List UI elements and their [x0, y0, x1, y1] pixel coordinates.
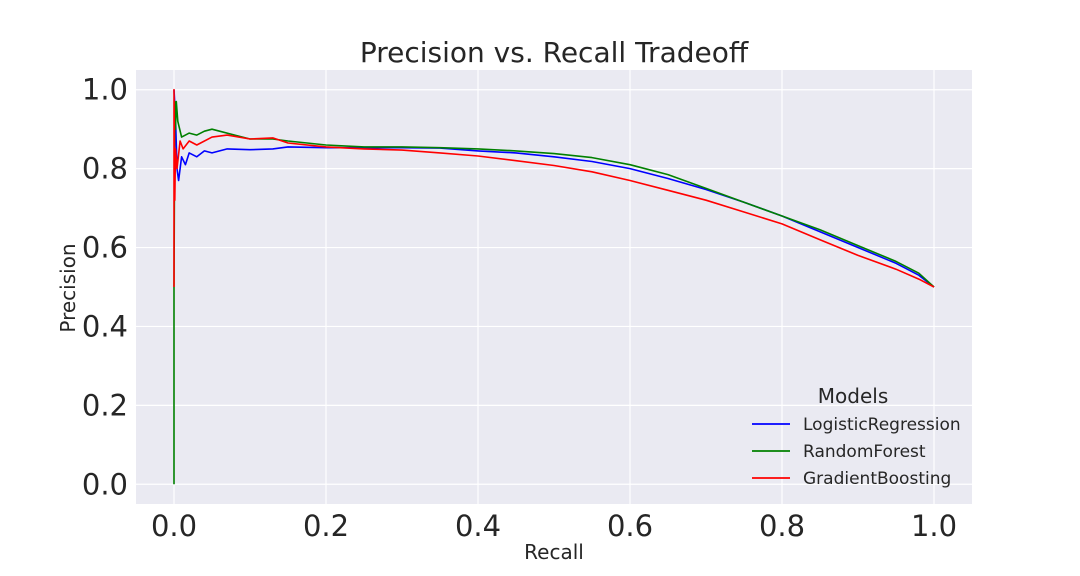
- x-tick-label: 0.4: [455, 509, 501, 543]
- x-tick-label: 0.8: [759, 509, 805, 543]
- series-line-randomforest: [173, 100, 935, 485]
- plot-area: [136, 70, 972, 504]
- legend-label: LogisticRegression: [803, 415, 961, 435]
- y-tick-label: 0.2: [82, 388, 128, 422]
- y-axis-label: Precision: [56, 243, 80, 332]
- y-tick-label: 1.0: [82, 73, 128, 107]
- series-line-gradientboosting: [173, 88, 935, 288]
- legend: Models LogisticRegression RandomForest Gra…: [752, 384, 961, 489]
- x-tick-label: 1.0: [911, 509, 957, 543]
- x-tick-label: 0.6: [607, 509, 653, 543]
- legend-label: GradientBoosting: [803, 469, 951, 489]
- x-ticks: 0.0 0.2 0.4 0.6 0.8 1.0: [151, 509, 957, 543]
- y-tick-label: 0.8: [82, 152, 128, 186]
- y-tick-label: 0.4: [82, 309, 128, 343]
- x-tick-label: 0.2: [303, 509, 349, 543]
- series-layer: [173, 88, 935, 485]
- y-tick-label: 0.6: [82, 231, 128, 265]
- x-axis-label: Recall: [524, 540, 584, 564]
- legend-label: RandomForest: [803, 442, 926, 462]
- x-tick-label: 0.0: [151, 509, 197, 543]
- legend-title: Models: [818, 384, 888, 408]
- y-ticks: 0.0 0.2 0.4 0.6 0.8 1.0: [82, 73, 128, 502]
- y-tick-label: 0.0: [82, 467, 128, 501]
- chart-title: Precision vs. Recall Tradeoff: [360, 36, 749, 69]
